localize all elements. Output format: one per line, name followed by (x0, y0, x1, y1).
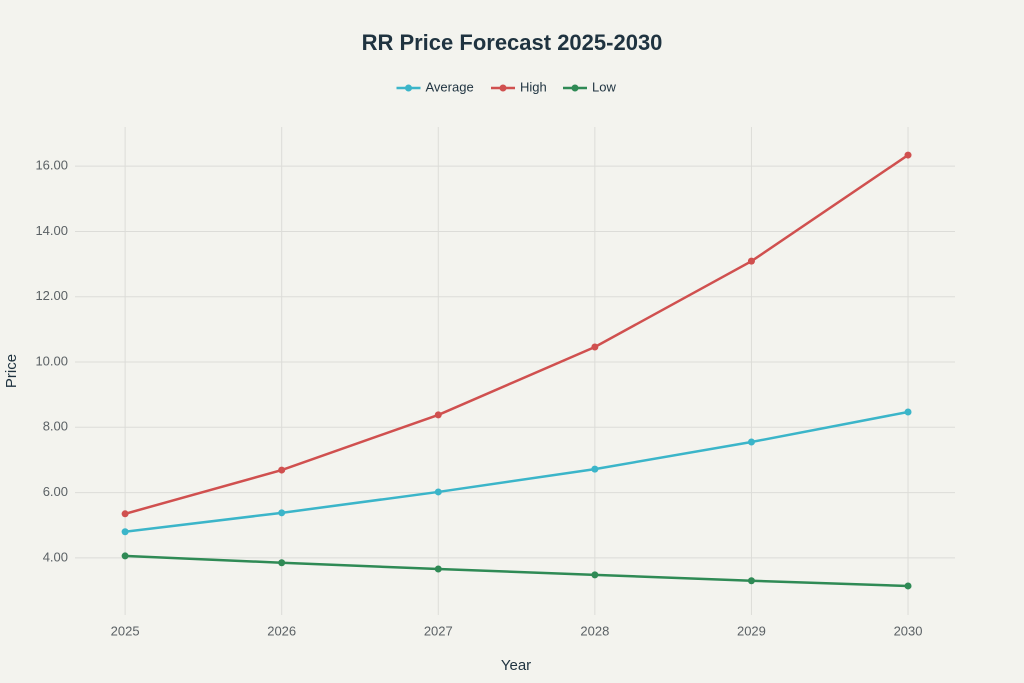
data-point (278, 559, 286, 567)
data-point (747, 577, 755, 585)
data-point (121, 528, 129, 536)
data-point (904, 582, 912, 590)
series-line (124, 154, 909, 516)
x-tick-label: 2029 (737, 623, 766, 638)
data-point (591, 343, 599, 351)
x-tick-label: 2026 (267, 623, 296, 638)
data-point (121, 510, 129, 518)
y-tick-label: 4.00 (43, 549, 68, 564)
series-line (125, 554, 909, 588)
data-point (747, 438, 755, 446)
series-line (124, 410, 909, 534)
data-point (434, 565, 442, 573)
data-point (434, 488, 442, 496)
y-tick-label: 12.00 (35, 288, 68, 303)
data-point (278, 509, 286, 517)
data-point (121, 552, 129, 560)
data-point (278, 466, 286, 474)
y-tick-label: 16.00 (35, 158, 68, 173)
data-point (747, 257, 755, 265)
x-tick-label: 2025 (111, 623, 140, 638)
legend-label: Average (426, 79, 474, 94)
legend-swatch (571, 84, 579, 92)
data-point (904, 151, 912, 159)
y-tick-label: 10.00 (35, 353, 68, 368)
legend-swatch (499, 84, 507, 92)
x-tick-label: 2027 (424, 623, 453, 638)
legend-label: Low (592, 79, 616, 94)
x-tick-label: 2030 (894, 623, 923, 638)
data-point (434, 411, 442, 419)
chart-title: RR Price Forecast 2025-2030 (362, 30, 663, 55)
x-axis-label: Year (501, 657, 531, 674)
y-tick-label: 14.00 (35, 223, 68, 238)
data-point (904, 408, 912, 416)
x-tick-label: 2028 (580, 623, 609, 638)
y-tick-label: 8.00 (43, 419, 68, 434)
legend-swatch (405, 84, 412, 92)
y-axis-label: Price (3, 354, 20, 388)
data-point (591, 571, 599, 579)
data-point (591, 465, 599, 473)
legend-label: High (520, 79, 547, 94)
y-tick-label: 6.00 (43, 484, 68, 499)
